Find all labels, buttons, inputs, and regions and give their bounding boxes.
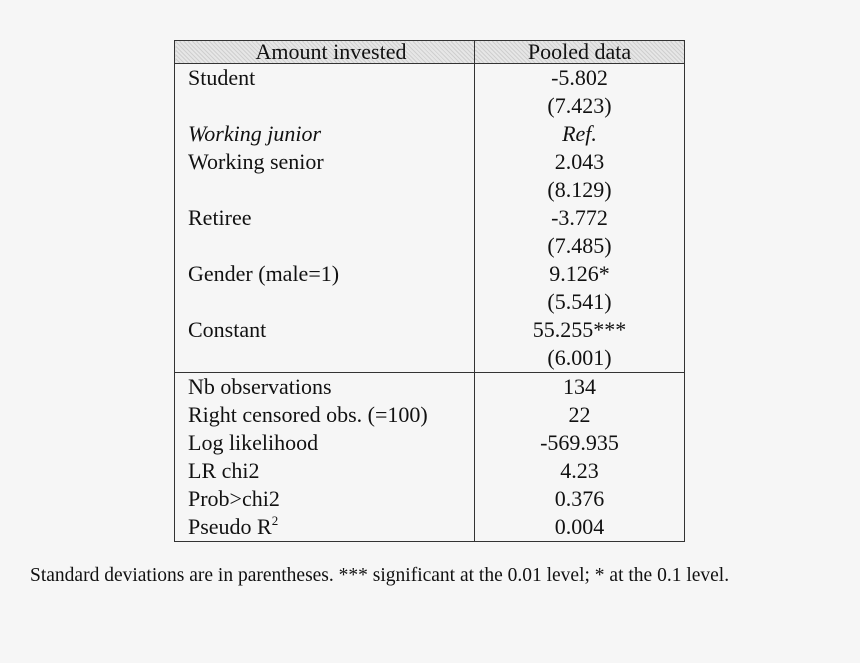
coefficient-row: (5.541): [174, 288, 685, 316]
header-pooled-data: Pooled data: [474, 40, 685, 64]
row-label: Working senior: [174, 148, 475, 176]
row-label-text: Working junior: [188, 121, 322, 146]
row-label: Right censored obs. (=100): [174, 401, 475, 429]
row-label-text: Nb observations: [188, 374, 332, 399]
row-label: [174, 232, 475, 260]
row-label: Pseudo R2: [174, 513, 475, 542]
row-value: -569.935: [540, 430, 619, 455]
row-value: 0.004: [554, 514, 605, 539]
coefficient-row: Gender (male=1) 9.126*: [174, 260, 685, 288]
coefficient-row: (7.485): [174, 232, 685, 260]
row-label-text: Log likelihood: [188, 430, 319, 455]
statistic-row: Pseudo R2 0.004: [174, 513, 685, 542]
row-label-text: Pseudo R: [188, 514, 272, 539]
coefficient-row: Student -5.802: [174, 63, 685, 92]
row-value: 22: [568, 402, 591, 427]
row-value: 4.23: [560, 458, 599, 483]
row-value: (5.541): [547, 289, 612, 314]
coefficient-rows: Student -5.802 (7.423) Working junior Ref. Wo…: [174, 63, 685, 373]
row-label-text: LR chi2: [188, 458, 260, 483]
row-value: (6.001): [547, 345, 612, 370]
row-label: Prob>chi2: [174, 485, 475, 513]
table-header: Amount invested Pooled data: [174, 40, 685, 64]
statistic-row: Prob>chi2 0.376: [174, 485, 685, 513]
statistics-rows: Nb observations 134 Right censored obs. (=…: [174, 372, 685, 542]
row-label-text: Gender (male=1): [188, 261, 340, 286]
row-value: 0.376: [554, 486, 605, 511]
row-label-text: Retiree: [188, 205, 252, 230]
table-footnote: Standard deviations are in parentheses. …: [30, 565, 730, 586]
header-row: Amount invested Pooled data: [174, 40, 685, 64]
coefficient-row: Working junior Ref.: [174, 120, 685, 148]
coefficient-row: (8.129): [174, 176, 685, 204]
row-label-text: Student: [188, 65, 256, 90]
superscript: 2: [271, 513, 279, 528]
row-value: 2.043: [554, 149, 605, 174]
row-value: (7.423): [547, 93, 612, 118]
coefficient-row: Working senior 2.043: [174, 148, 685, 176]
coefficient-row: Retiree -3.772: [174, 204, 685, 232]
coefficient-row: (7.423): [174, 92, 685, 120]
results-table: Amount invested Pooled data Student -5.80…: [174, 40, 685, 542]
row-label: Student: [174, 63, 475, 92]
statistic-row: Right censored obs. (=100) 22: [174, 401, 685, 429]
coefficient-row: (6.001): [174, 344, 685, 373]
row-label: [174, 176, 475, 204]
row-label-text: Prob>chi2: [188, 486, 280, 511]
row-label-text: Constant: [188, 317, 267, 342]
statistic-row: Nb observations 134: [174, 372, 685, 401]
row-value: -5.802: [551, 65, 608, 90]
row-value: (7.485): [547, 233, 612, 258]
header-amount-invested: Amount invested: [174, 40, 475, 64]
row-label: Retiree: [174, 204, 475, 232]
row-value: 9.126*: [549, 261, 610, 286]
row-label: Nb observations: [174, 372, 475, 401]
coefficient-row: Constant 55.255***: [174, 316, 685, 344]
row-value: 134: [474, 372, 685, 401]
statistic-row: Log likelihood -569.935: [174, 429, 685, 457]
row-value: Ref.: [562, 121, 597, 146]
row-value: (8.129): [547, 177, 612, 202]
row-label: LR chi2: [174, 457, 475, 485]
row-label: Working junior: [174, 120, 475, 148]
row-label: Constant: [174, 316, 475, 344]
row-label-text: Right censored obs. (=100): [188, 402, 428, 427]
row-label: [174, 288, 475, 316]
statistic-row: LR chi2 4.23: [174, 457, 685, 485]
row-label-text: Working senior: [188, 149, 324, 174]
row-value: 55.255***: [532, 317, 627, 342]
row-label: [174, 344, 475, 373]
row-label: [174, 92, 475, 120]
row-label: Log likelihood: [174, 429, 475, 457]
row-value: -3.772: [551, 205, 608, 230]
row-label: Gender (male=1): [174, 260, 475, 288]
